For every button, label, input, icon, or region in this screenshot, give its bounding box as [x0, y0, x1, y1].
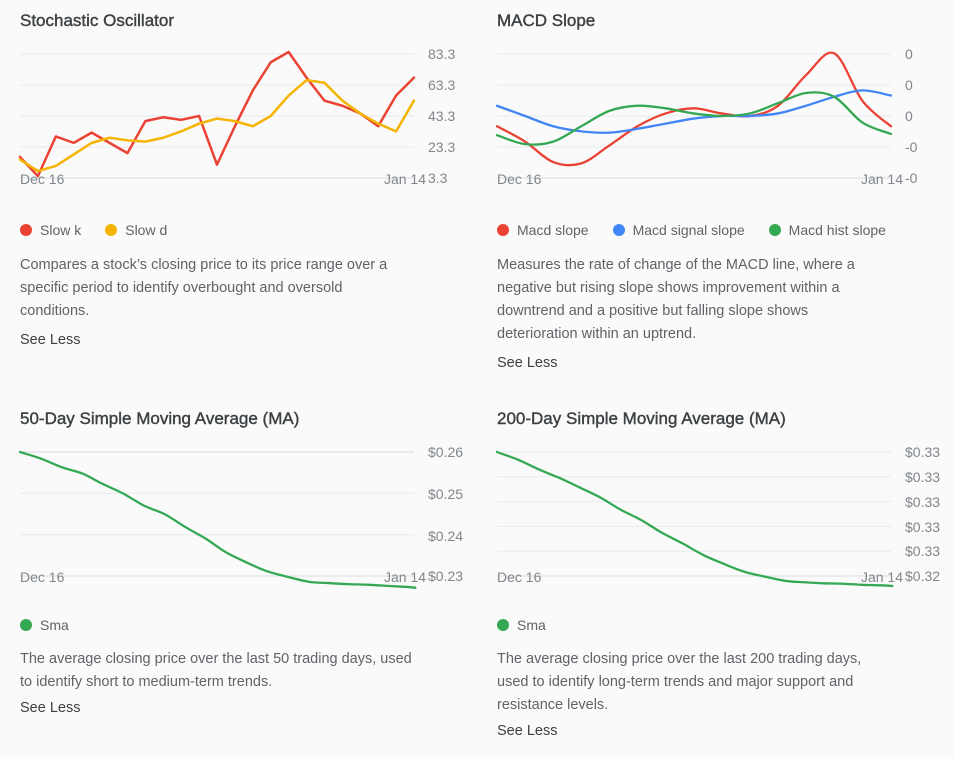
svg-text:3.3: 3.3	[428, 170, 448, 186]
svg-text:$0.26: $0.26	[428, 444, 463, 460]
svg-text:43.3: 43.3	[428, 108, 455, 124]
svg-text:$0.33: $0.33	[905, 494, 940, 510]
svg-text:-0: -0	[905, 139, 918, 155]
svg-text:$0.33: $0.33	[905, 519, 940, 535]
svg-text:23.3: 23.3	[428, 139, 455, 155]
svg-text:0: 0	[905, 108, 913, 124]
svg-text:63.3: 63.3	[428, 77, 455, 93]
svg-text:$0.33: $0.33	[905, 543, 940, 559]
svg-text:83.3: 83.3	[428, 46, 455, 62]
svg-text:-0: -0	[905, 170, 918, 186]
svg-text:$0.25: $0.25	[428, 486, 463, 502]
svg-text:$0.32: $0.32	[905, 568, 940, 584]
svg-text:$0.23: $0.23	[428, 568, 463, 584]
svg-text:$0.33: $0.33	[905, 469, 940, 485]
svg-text:0: 0	[905, 77, 913, 93]
svg-text:$0.24: $0.24	[428, 528, 463, 544]
svg-text:0: 0	[905, 46, 913, 62]
svg-text:$0.33: $0.33	[905, 444, 940, 460]
